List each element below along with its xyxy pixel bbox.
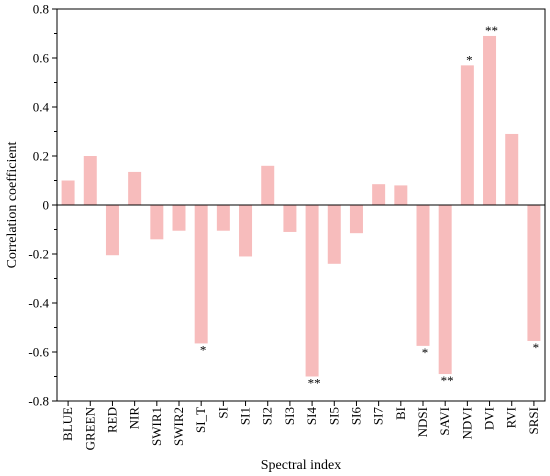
bar bbox=[527, 205, 541, 341]
x-tick-label: SWIR2 bbox=[171, 407, 186, 446]
significance-markers: ********** bbox=[200, 23, 539, 391]
bar bbox=[327, 205, 341, 264]
y-tick-label: 0.8 bbox=[33, 2, 49, 17]
y-tick-label: -0.8 bbox=[28, 394, 49, 409]
x-tick-label: GREEN bbox=[82, 406, 97, 450]
x-tick-label: DVI bbox=[482, 407, 497, 430]
bar bbox=[128, 171, 142, 205]
y-tick-label: 0.6 bbox=[33, 51, 50, 66]
y-tick-label: 0.2 bbox=[33, 149, 49, 164]
x-tick-label: SI5 bbox=[326, 407, 341, 425]
significance-marker: ** bbox=[308, 376, 321, 391]
y-tick-label: 0 bbox=[43, 198, 50, 213]
bar bbox=[150, 205, 164, 240]
bar bbox=[349, 205, 363, 234]
significance-marker: * bbox=[200, 342, 207, 357]
significance-marker: ** bbox=[441, 373, 454, 388]
x-tick-label: SI6 bbox=[348, 407, 363, 426]
bar bbox=[394, 185, 408, 205]
bar bbox=[505, 133, 519, 205]
x-tick-label: SI7 bbox=[371, 407, 386, 426]
bar bbox=[105, 205, 119, 256]
bar bbox=[239, 205, 253, 257]
bar bbox=[194, 205, 208, 344]
bar bbox=[438, 205, 452, 375]
x-tick-label: SI1 bbox=[238, 407, 253, 425]
x-tick-label: SI3 bbox=[282, 407, 297, 425]
x-tick-label: SI4 bbox=[304, 407, 319, 426]
significance-marker: * bbox=[422, 345, 429, 360]
x-axis: BLUE GREEN RED NIR SWIR1 SWIR2 SI_T SI SI1 SI2 SI3… bbox=[60, 401, 541, 450]
x-tick-label: SI_T bbox=[193, 407, 208, 433]
significance-marker: ** bbox=[485, 23, 498, 38]
x-tick-label: SAVI bbox=[437, 407, 452, 436]
x-axis-title: Spectral index bbox=[261, 458, 341, 473]
x-tick-label: BLUE bbox=[60, 407, 75, 441]
x-tick-label: SI2 bbox=[260, 407, 275, 425]
significance-marker: * bbox=[533, 340, 540, 355]
bar bbox=[305, 205, 319, 377]
x-tick-label: RVI bbox=[504, 407, 519, 428]
y-tick-label: -0.4 bbox=[28, 296, 49, 311]
bar bbox=[483, 35, 497, 206]
y-tick-label: -0.2 bbox=[28, 247, 49, 262]
bar bbox=[283, 205, 297, 232]
x-tick-label: SWIR1 bbox=[149, 407, 164, 446]
bar bbox=[460, 65, 474, 205]
bar bbox=[172, 205, 186, 231]
bar bbox=[372, 184, 386, 205]
bar bbox=[61, 180, 75, 205]
x-tick-label: RED bbox=[104, 407, 119, 433]
bars-group bbox=[61, 35, 541, 377]
x-tick-label: NDSI bbox=[415, 407, 430, 437]
significance-marker: * bbox=[466, 52, 473, 67]
x-tick-label: SI bbox=[215, 407, 230, 419]
bar bbox=[261, 165, 275, 205]
y-tick-label: -0.6 bbox=[28, 345, 49, 360]
x-tick-label: NDVI bbox=[459, 407, 474, 440]
x-tick-label: BI bbox=[393, 407, 408, 420]
x-tick-label: SRSI bbox=[526, 407, 541, 434]
y-axis-title: Correlation coefficient bbox=[5, 141, 20, 268]
y-axis: -0.8 -0.6 -0.4 -0.2 0 0.2 0.4 0.6 0.8 bbox=[28, 2, 57, 409]
y-tick-label: 0.4 bbox=[33, 100, 50, 115]
bar bbox=[83, 156, 97, 205]
bar bbox=[416, 205, 430, 346]
bar bbox=[216, 205, 230, 231]
x-tick-label: NIR bbox=[127, 407, 142, 430]
